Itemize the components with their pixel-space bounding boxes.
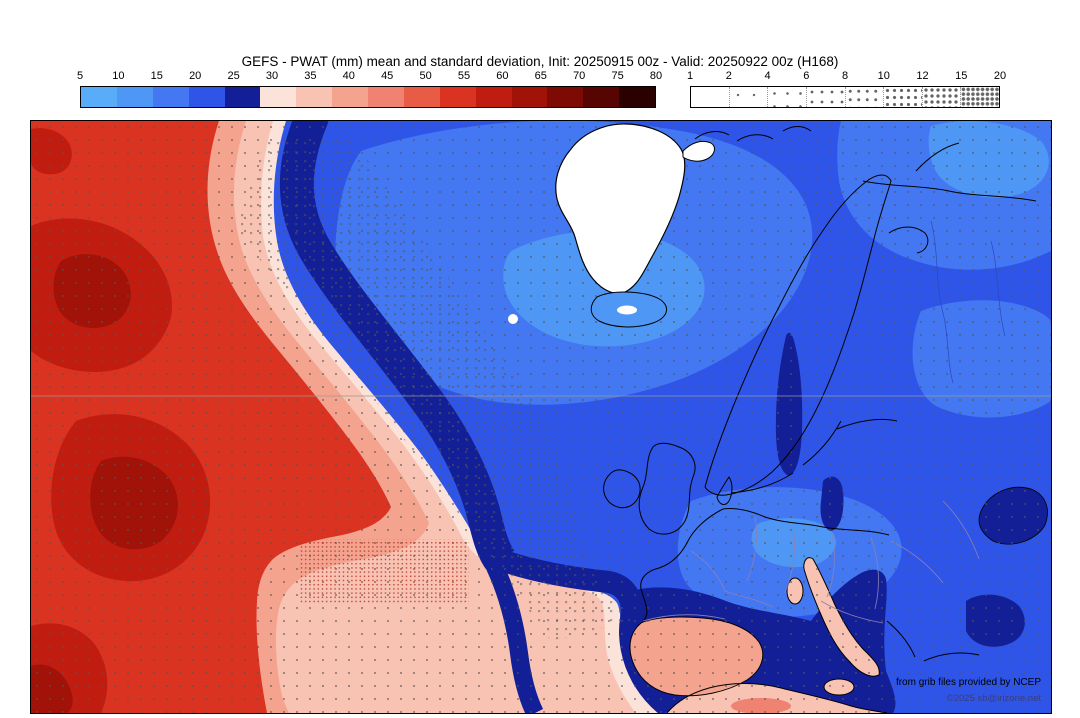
mean-colorbar-cell (368, 87, 404, 107)
mean-colorbar-tick: 30 (265, 70, 279, 82)
scandinavia-coast (704, 174, 892, 496)
europe-west-coast (640, 508, 724, 622)
cape-farewell-white-spot (508, 314, 518, 324)
mean-colorbar-cell (511, 87, 548, 107)
greenland-ne-island (682, 140, 715, 162)
country-borders (642, 220, 1006, 624)
mean-colorbar-cell (403, 87, 440, 107)
std-colorbar-cells (690, 86, 1000, 108)
mean-colorbar-tick: 80 (649, 70, 663, 82)
mean-colorbar-tick: 15 (150, 70, 163, 82)
mean-colorbar-tick: 20 (189, 70, 202, 82)
std-colorbar-cell (844, 87, 884, 107)
mean-colorbar-cell (475, 87, 512, 107)
credit-ncep: from grib files provided by NCEP (895, 676, 1041, 688)
great-britain-coast (638, 442, 696, 535)
europe-baltic-south-coast (722, 508, 890, 536)
mean-colorbar-cell (260, 87, 297, 107)
map-credits: from grib files provided by NCEP ©2025 s… (896, 674, 1041, 707)
iceland-icecap-spot (617, 305, 637, 315)
ireland-coast (603, 469, 641, 509)
std-colorbar-cell (805, 87, 845, 107)
greece-turkey-coast (886, 620, 980, 662)
stipple-dense-red-patch (299, 539, 469, 603)
mean-colorbar-tick: 65 (534, 70, 547, 82)
std-colorbar-cell (883, 87, 922, 107)
std-colorbar-ticks: 1 2 4 6 8 10 12 15 20 (686, 70, 1006, 83)
mean-colorbar-tick: 25 (227, 70, 240, 82)
std-colorbar-cell (767, 87, 806, 107)
std-colorbar-tick: 1 (686, 70, 694, 82)
coastlines (603, 126, 1037, 713)
greenland-landmass (555, 123, 686, 294)
std-colorbar-tick: 20 (993, 70, 1007, 82)
std-colorbar-cell (691, 87, 729, 107)
landmasses (508, 123, 715, 328)
north-africa-coast (666, 683, 888, 713)
white-sea-coast (888, 226, 929, 254)
std-colorbar-cell (960, 87, 999, 107)
std-colorbar-tick: 15 (955, 70, 968, 82)
mean-colorbar-cell (224, 87, 261, 107)
std-stipple-overlay (31, 121, 1051, 713)
mean-colorbar-tick: 75 (611, 70, 624, 82)
weather-map (31, 121, 1051, 713)
std-colorbar-tick: 2 (725, 70, 732, 82)
mean-colorbar-cell (619, 87, 655, 107)
russia-river (930, 220, 1006, 384)
mean-colorbar-cell (439, 87, 476, 107)
credit-copyright: ©2025 sb@irizone.net (946, 692, 1041, 704)
mean-colorbar-tick: 60 (496, 70, 509, 82)
mean-colorbar-tick: 45 (381, 70, 394, 82)
denmark-coast (716, 476, 733, 505)
russia-arctic-coast (862, 142, 1037, 202)
mean-colorbar-tick: 10 (112, 70, 125, 82)
std-colorbar-tick: 4 (764, 70, 771, 82)
mean-colorbar-cell (81, 87, 117, 107)
std-colorbar-tick: 10 (877, 70, 890, 82)
mean-colorbar-tick: 55 (457, 70, 471, 82)
mean-colorbar-tick: 70 (573, 70, 586, 82)
mean-colorbar-ticks: 5 10 15 20 25 30 35 40 45 50 55 60 65 70 75 80 (76, 70, 662, 83)
mean-colorbar-cell (116, 87, 153, 107)
std-colorbar-tick: 12 (916, 70, 929, 82)
std-colorbar-cell (921, 87, 961, 107)
mean-colorbar-cell (188, 87, 225, 107)
mean-colorbar-cell (152, 87, 189, 107)
stipple-dense-band (236, 136, 631, 641)
svalbard-coast (694, 126, 812, 142)
std-colorbar-cell (728, 87, 768, 107)
forecast-map-panel: from grib files provided by NCEP ©2025 s… (30, 120, 1052, 714)
mean-colorbar-tick: 50 (419, 70, 432, 82)
mean-colorbar-cells (80, 86, 656, 108)
mean-colorbar-tick: 5 (76, 70, 84, 82)
baltic-coast (730, 418, 898, 494)
mean-colorbar-cell (583, 87, 620, 107)
mean-colorbar-tick: 40 (342, 70, 355, 82)
std-colorbar-tick: 6 (803, 70, 810, 82)
page-title: GEFS - PWAT (mm) mean and standard devia… (241, 54, 839, 69)
mean-colorbar-tick: 35 (304, 70, 317, 82)
mean-colorbar-cell (296, 87, 333, 107)
mean-colorbar-cell (332, 87, 368, 107)
mean-colorbar-cell (547, 87, 584, 107)
std-colorbar-tick: 8 (841, 70, 849, 82)
